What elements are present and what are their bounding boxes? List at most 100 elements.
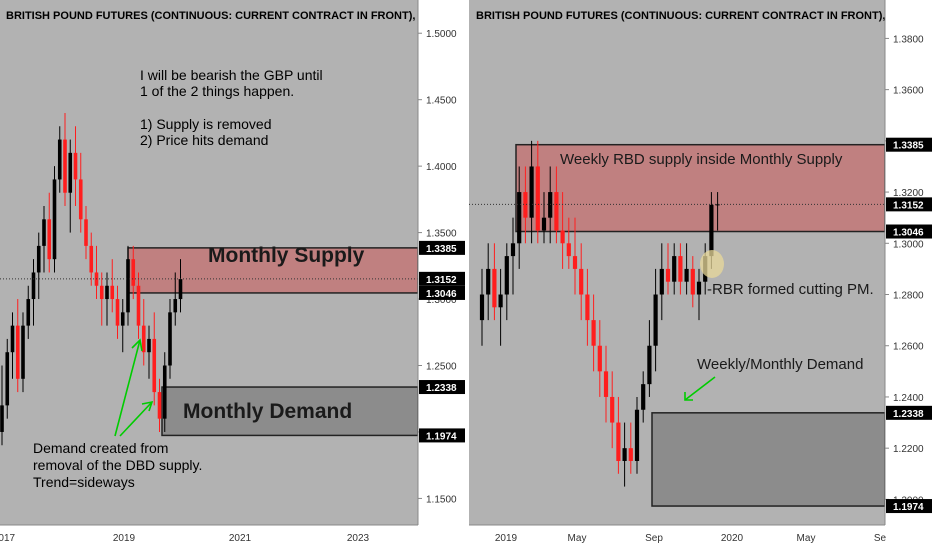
right-candle-body bbox=[622, 448, 627, 461]
right-candle-body bbox=[690, 268, 695, 295]
right-y-tick-label: 1.3600 bbox=[893, 86, 924, 97]
left-candle-body bbox=[10, 325, 15, 353]
right-candle-body bbox=[616, 422, 621, 461]
left-supply-label: Monthly Supply bbox=[208, 244, 365, 267]
left-candle-body bbox=[36, 245, 41, 273]
left-price-tag-bg bbox=[419, 240, 465, 255]
right-candle-body bbox=[672, 256, 677, 282]
left-candle-body bbox=[115, 299, 120, 326]
right-candle-body bbox=[597, 345, 602, 372]
left-y-tick-label: 1.1500 bbox=[426, 494, 457, 505]
left-candle-body bbox=[99, 285, 104, 300]
right-x-tick-label: Sep bbox=[645, 533, 663, 544]
right-candle-body bbox=[715, 204, 720, 206]
right-x-tick-label: 2019 bbox=[495, 533, 518, 544]
left-x-tick-label: 2019 bbox=[113, 533, 136, 544]
right-candle-body bbox=[709, 204, 714, 257]
right-price-axis[interactable] bbox=[885, 0, 932, 525]
right-candle-body bbox=[541, 217, 547, 231]
left-price-tag-bg bbox=[419, 428, 465, 443]
right-zone-supply bbox=[515, 143, 886, 233]
right-price-tag-bg bbox=[886, 197, 932, 212]
left-candle-body bbox=[162, 365, 167, 419]
right-time-axis[interactable] bbox=[469, 525, 932, 550]
right-candle-body bbox=[517, 192, 522, 244]
left-candle-body bbox=[141, 325, 146, 353]
rbr-highlight-icon bbox=[700, 250, 724, 278]
right-candle-body bbox=[684, 268, 689, 282]
right-y-tick-label: 1.2800 bbox=[893, 291, 924, 302]
demand-note-line-1: Demand created from bbox=[33, 440, 168, 456]
right-candle-body bbox=[610, 396, 615, 423]
left-y-tick-label: 1.5000 bbox=[426, 29, 457, 40]
left-candle-body bbox=[126, 259, 130, 313]
left-candle-body bbox=[31, 272, 36, 300]
right-x-tick-label: Se bbox=[874, 533, 887, 544]
right-candle-body bbox=[572, 256, 578, 269]
left-candle-body bbox=[110, 285, 115, 300]
right-candle-body bbox=[659, 268, 664, 295]
right-y-tick-label: 1.3200 bbox=[893, 188, 924, 199]
left-time-axis[interactable] bbox=[0, 525, 465, 550]
left-chart-panel[interactable]: BRITISH POUND FUTURES (CONTINUOUS: CURRE… bbox=[0, 0, 465, 550]
left-y-tick-label: 1.3000 bbox=[426, 295, 457, 306]
left-price-tag-label: 1.2338 bbox=[426, 383, 457, 394]
right-candles bbox=[479, 140, 720, 487]
right-chart-title: BRITISH POUND FUTURES (CONTINUOUS: CURRE… bbox=[476, 10, 906, 22]
right-y-tick-label: 1.2400 bbox=[893, 393, 924, 404]
left-candle-body bbox=[173, 299, 178, 313]
left-y-tick-label: 1.4000 bbox=[426, 162, 457, 173]
right-price-tags: 1.3385 1.3152 1.3046 1.2338 1.1974 bbox=[886, 137, 932, 514]
right-price-tag-bg bbox=[886, 224, 932, 239]
left-candle-body bbox=[42, 219, 46, 246]
left-y-tick-label: 1.4500 bbox=[426, 96, 457, 107]
left-demand-label: Monthly Demand bbox=[183, 400, 352, 423]
right-price-tag-label: 1.3152 bbox=[893, 200, 924, 211]
left-price-tag-label: 1.3152 bbox=[426, 275, 457, 286]
note-line-2: 1 of the 2 things happen. bbox=[140, 83, 294, 99]
right-chart-panel[interactable]: BRITISH POUND FUTURES (CONTINUOUS: CURRE… bbox=[469, 0, 932, 550]
right-price-tag-bg bbox=[886, 499, 932, 514]
right-candle-body bbox=[492, 268, 497, 308]
right-demand-label: Weekly/Monthly Demand bbox=[697, 356, 863, 373]
left-x-tick-label: 2017 bbox=[0, 533, 16, 544]
left-y-tick-label: 1.3500 bbox=[426, 229, 457, 240]
right-candle-body bbox=[510, 243, 516, 257]
right-x-tick-label: May bbox=[568, 533, 587, 544]
right-x-tick-label: 2020 bbox=[721, 533, 744, 544]
right-x-axis-ticks: 2019 May Sep 2020 May Se bbox=[495, 533, 887, 544]
note-line-3: 1) Supply is removed bbox=[140, 116, 272, 132]
right-candle-body bbox=[603, 371, 609, 397]
right-candle-body bbox=[653, 294, 658, 346]
left-price-tag-label: 1.1974 bbox=[426, 431, 457, 442]
right-candle-body bbox=[591, 320, 596, 346]
left-price-tag-bg bbox=[419, 285, 465, 300]
left-candle-body bbox=[105, 285, 109, 300]
right-candle-body bbox=[634, 409, 640, 461]
left-candle-body bbox=[178, 279, 183, 300]
note-line-1: I will be bearish the GBP until bbox=[140, 67, 323, 83]
right-zone-demand bbox=[651, 412, 886, 507]
note-line-4: 2) Price hits demand bbox=[140, 132, 268, 148]
rbr-note: -RBR formed cutting PM. bbox=[707, 281, 874, 298]
left-candle-body bbox=[168, 312, 172, 366]
right-y-tick-label: 1.2600 bbox=[893, 342, 924, 353]
left-candle-body bbox=[5, 352, 10, 406]
right-candle-body bbox=[523, 192, 528, 218]
right-candle-body bbox=[696, 281, 702, 295]
left-candles bbox=[0, 112, 183, 446]
left-x-tick-label: 2023 bbox=[347, 533, 370, 544]
left-price-axis[interactable] bbox=[418, 0, 465, 525]
left-price-tag-bg bbox=[419, 271, 465, 286]
left-candle-body bbox=[120, 312, 125, 326]
right-candle-body bbox=[498, 294, 503, 308]
left-candle-body bbox=[15, 325, 20, 379]
left-chart-title: BRITISH POUND FUTURES (CONTINUOUS: CURRE… bbox=[6, 10, 434, 22]
right-candle-body bbox=[647, 345, 652, 385]
left-candle-body bbox=[0, 405, 4, 432]
right-y-tick-label: 1.3000 bbox=[893, 239, 924, 250]
left-candle-body bbox=[89, 245, 94, 273]
right-supply-label: Weekly RBD supply inside Monthly Supply bbox=[560, 151, 843, 168]
right-candle-body bbox=[479, 294, 485, 321]
right-y-tick-label: 1.3800 bbox=[893, 34, 924, 45]
